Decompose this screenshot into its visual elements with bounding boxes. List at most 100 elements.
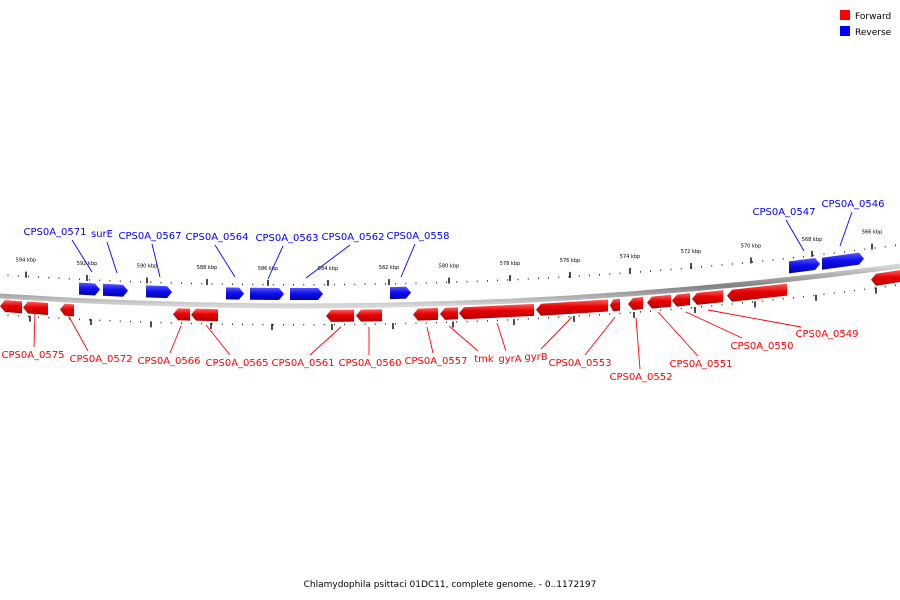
gene-label[interactable]: CPS0A_0553	[548, 358, 611, 369]
gene-arrow[interactable]	[173, 308, 190, 321]
gene-arrow[interactable]	[536, 299, 608, 316]
gene-CPS0A_0560[interactable]	[356, 309, 382, 322]
gene-CPS0A_0557[interactable]	[413, 307, 438, 321]
gene-arrow[interactable]	[326, 309, 354, 322]
gene-CPS0A_0565[interactable]	[191, 308, 218, 322]
gene-CPS0A_0552[interactable]	[628, 296, 643, 311]
gene-CPS0A_0576[interactable]	[0, 300, 22, 314]
gene-CPS0A_0549[interactable]	[727, 283, 787, 302]
gene-CPS0A_0545[interactable]	[871, 270, 900, 286]
gene-CPS0A_0572[interactable]	[60, 303, 74, 317]
scale-label: 578 kbp	[500, 261, 520, 267]
gene-label[interactable]: CPS0A_0561	[271, 358, 334, 369]
gene-arrow[interactable]	[390, 286, 411, 300]
gene-label[interactable]: CPS0A_0547	[752, 207, 815, 218]
gene-features	[0, 252, 900, 322]
gene-label[interactable]: CPS0A_0564	[185, 232, 248, 243]
gene-surE[interactable]	[103, 283, 128, 297]
gene-CPS0A_0567[interactable]	[146, 285, 172, 299]
gene-label[interactable]: CPS0A_0558	[386, 231, 449, 242]
gene-CPS0A_0553[interactable]	[610, 298, 620, 312]
gene-CPS0A_0547[interactable]	[789, 257, 820, 274]
gene-arrow[interactable]	[250, 287, 284, 300]
gene-CPS0A_0551[interactable]	[672, 293, 690, 307]
gene-arrow[interactable]	[672, 293, 690, 307]
label-leader-line	[839, 211, 853, 247]
label-leader-line	[71, 239, 93, 273]
gene-label[interactable]: CPS0A_0571	[23, 227, 86, 238]
gene-label[interactable]: CPS0A_0565	[205, 358, 268, 369]
gene-label[interactable]: CPS0A_0572	[69, 354, 132, 365]
scale-label: 584 kbp	[318, 266, 338, 272]
gene-arrow[interactable]	[647, 294, 671, 309]
label-leader-line	[33, 312, 36, 348]
gene-label[interactable]: CPS0A_0550	[730, 341, 793, 352]
gene-arrow[interactable]	[356, 309, 382, 322]
gene-CPS0A_0566[interactable]	[173, 308, 190, 321]
gene-CPS0A_0546[interactable]	[822, 252, 864, 270]
gene-label[interactable]: CPS0A_0552	[609, 372, 672, 383]
gene-arrow[interactable]	[871, 270, 900, 286]
gene-CPS0A_0564[interactable]	[226, 287, 244, 300]
scale-label: 570 kbp	[741, 243, 761, 249]
gene-label[interactable]: gyrB	[524, 352, 547, 363]
gene-CPS0A_0575[interactable]	[23, 301, 48, 315]
gene-CPS0A_0550[interactable]	[692, 290, 723, 305]
gene-gyrA[interactable]	[459, 303, 534, 320]
gene-label[interactable]: surE	[91, 229, 113, 240]
gene-arrow[interactable]	[822, 252, 864, 270]
scale-label: 580 kbp	[439, 264, 459, 270]
gene-gyrB[interactable]	[536, 299, 608, 316]
gene-label[interactable]: CPS0A_0566	[137, 356, 200, 367]
gene-label[interactable]: tmk	[474, 354, 494, 365]
gene-label[interactable]: CPS0A_0546	[821, 199, 884, 210]
label-leader-line	[169, 325, 182, 354]
gene-arrow[interactable]	[23, 301, 48, 315]
gene-label[interactable]: CPS0A_0549	[795, 329, 858, 340]
scale-label: 574 kbp	[620, 254, 640, 260]
legend-reverse-label: Reverse	[855, 28, 892, 38]
gene-CPS0A_0562[interactable]	[290, 287, 323, 300]
gene-arrow[interactable]	[459, 303, 534, 320]
label-leader-line	[151, 243, 161, 278]
gene-arrow[interactable]	[226, 287, 244, 300]
gene-arrow[interactable]	[103, 283, 128, 297]
gene-label[interactable]: CPS0A_0563	[255, 233, 318, 244]
gene-arrow[interactable]	[413, 307, 438, 321]
legend-forward-label: Forward	[855, 12, 891, 22]
gene-arrow[interactable]	[628, 296, 643, 311]
label-leader-line	[707, 309, 802, 328]
gene-label[interactable]: CPS0A_0560	[338, 358, 401, 369]
legend-forward-swatch	[840, 10, 850, 20]
scale-label: 572 kbp	[681, 249, 701, 255]
gene-label[interactable]: CPS0A_0575	[1, 350, 64, 361]
gene-CPS0A_0571[interactable]	[79, 282, 100, 296]
gene-arrow[interactable]	[789, 257, 820, 274]
gene-arrow[interactable]	[191, 308, 218, 322]
genome-caption: Chlamydophila psittaci 01DC11, complete …	[304, 580, 597, 590]
gene-arrow[interactable]	[692, 290, 723, 305]
gene-arrow[interactable]	[0, 300, 22, 314]
gene-label[interactable]: CPS0A_0557	[404, 356, 467, 367]
gene-tmk[interactable]	[440, 307, 458, 320]
gene-label[interactable]: CPS0A_0562	[321, 232, 384, 243]
gene-label[interactable]: CPS0A_0551	[669, 359, 732, 370]
gene-arrow[interactable]	[440, 307, 458, 320]
gene-CPS0A_0551b[interactable]	[647, 294, 671, 309]
label-leader-line	[66, 312, 89, 352]
gene-arrow[interactable]	[60, 303, 74, 317]
gene-arrow[interactable]	[727, 283, 787, 302]
gene-CPS0A_0561[interactable]	[326, 309, 354, 322]
gene-arrow[interactable]	[290, 287, 323, 300]
label-leader-line	[267, 245, 284, 280]
gene-arrow[interactable]	[610, 298, 620, 312]
gene-arrow[interactable]	[146, 285, 172, 299]
gene-CPS0A_0558[interactable]	[390, 286, 411, 300]
gene-label[interactable]: gyrA	[498, 354, 521, 365]
label-leader-line	[309, 326, 342, 356]
gene-arrow[interactable]	[79, 282, 100, 296]
label-leader-line	[205, 324, 231, 356]
gene-CPS0A_0563[interactable]	[250, 287, 284, 300]
gene-label[interactable]: CPS0A_0567	[118, 231, 181, 242]
